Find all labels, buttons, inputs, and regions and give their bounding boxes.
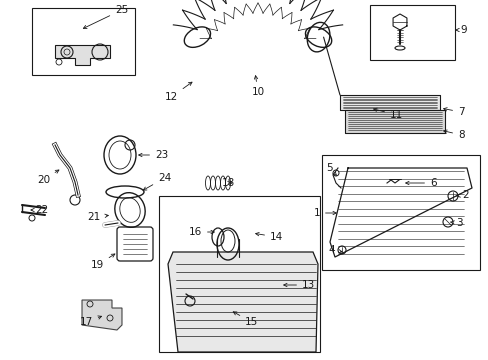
Text: 13: 13 [283,280,315,290]
Text: 2: 2 [455,190,468,200]
Text: 14: 14 [255,232,283,242]
Text: 20: 20 [37,170,59,185]
Text: 10: 10 [251,76,264,97]
Text: 23: 23 [139,150,168,160]
Text: 22: 22 [31,205,48,215]
Text: 25: 25 [83,5,128,28]
Text: 18: 18 [222,178,235,188]
Text: 6: 6 [405,178,436,188]
Bar [32,8,135,75]
Text: 19: 19 [91,254,115,270]
Text: 1: 1 [313,208,336,218]
Text: 24: 24 [143,173,171,190]
Bar [321,155,479,270]
Polygon shape [82,300,122,330]
Text: 7: 7 [443,107,464,117]
Text: 17: 17 [80,316,102,327]
Text: 12: 12 [164,82,192,102]
Text: 3: 3 [449,218,462,228]
Text: 4: 4 [328,245,342,255]
Text: 8: 8 [443,130,464,140]
Bar [369,5,454,60]
Text: 5: 5 [325,163,336,175]
Polygon shape [168,252,317,352]
Text: 21: 21 [87,212,108,222]
Text: 11: 11 [373,108,403,120]
Text: 16: 16 [188,227,214,237]
Polygon shape [55,45,110,65]
Text: 9: 9 [455,25,466,35]
Text: 15: 15 [233,312,258,327]
Bar [159,196,319,352]
